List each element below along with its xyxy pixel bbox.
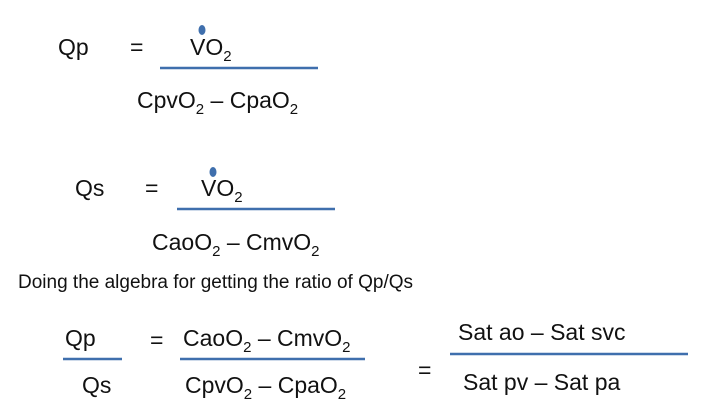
subscript: 2: [223, 48, 231, 65]
subscript: 2: [290, 101, 298, 118]
denominator: CpvO2 – CpaO2: [185, 372, 346, 403]
text-run: – CpaO: [204, 87, 290, 113]
equals-sign: =: [150, 327, 163, 353]
subscript: 2: [196, 101, 204, 118]
numerator: CaoO2 – CmvO2: [183, 325, 351, 356]
text-run: CaoO: [152, 229, 212, 255]
formula-lhs: Qs: [75, 175, 104, 201]
sentence: Doing the algebra for getting the ratio …: [18, 272, 413, 293]
text-run: CaoO: [183, 325, 243, 351]
text-run: – CmvO: [251, 325, 342, 351]
equals-sign: =: [145, 175, 158, 201]
numerator: Sat ao – Sat svc: [458, 319, 625, 345]
subscript: 2: [212, 243, 220, 260]
text-run: CpvO: [137, 87, 196, 113]
text-run: – CmvO: [220, 229, 311, 255]
dot-accent: [198, 25, 206, 35]
dot-accent: [209, 167, 217, 177]
subscript: 2: [234, 189, 242, 206]
subscript: 2: [342, 339, 350, 356]
equals-sign: =: [418, 357, 431, 383]
denominator: CpvO2 – CpaO2: [137, 87, 298, 118]
subscript: 2: [311, 243, 319, 260]
formula-lhs: Qp: [58, 34, 89, 60]
equals-sign: =: [130, 34, 143, 60]
text-run: CpvO: [185, 372, 244, 398]
denominator: Sat pv – Sat pa: [463, 369, 620, 395]
text-run: – CpaO: [252, 372, 338, 398]
numerator: VO2: [201, 175, 243, 206]
subscript: 2: [244, 386, 252, 403]
denominator: Qs: [82, 372, 111, 398]
numerator: VO2: [190, 34, 232, 65]
subscript: 2: [243, 339, 251, 356]
denominator: CaoO2 – CmvO2: [152, 229, 320, 260]
text-run: VO: [201, 175, 234, 201]
numerator: Qp: [65, 325, 96, 351]
text-run: VO: [190, 34, 223, 60]
subscript: 2: [338, 386, 346, 403]
